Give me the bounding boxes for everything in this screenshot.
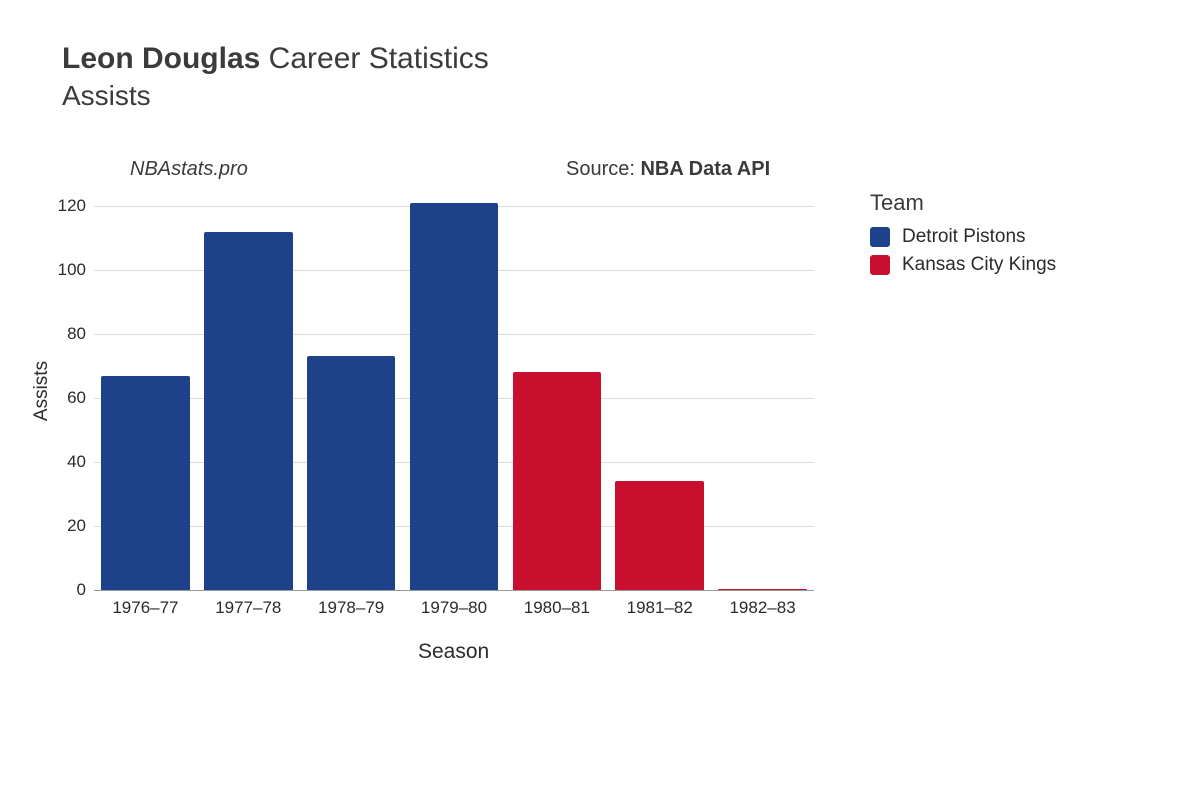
y-tick-label: 20 <box>67 516 94 536</box>
y-tick-label: 40 <box>67 452 94 472</box>
legend: Team Detroit Pistons Kansas City Kings <box>870 190 1056 282</box>
y-tick-label: 60 <box>67 388 94 408</box>
title-line-1: Leon Douglas Career Statistics <box>62 40 489 78</box>
x-tick-label: 1978–79 <box>318 590 384 618</box>
bar <box>410 203 498 590</box>
bar <box>513 372 601 590</box>
y-tick-label: 0 <box>77 580 94 600</box>
legend-swatch <box>870 227 890 247</box>
x-tick-label: 1977–78 <box>215 590 281 618</box>
x-axis-title: Season <box>418 640 489 664</box>
chart-title: Leon Douglas Career Statistics Assists <box>62 40 489 112</box>
source-attribution: Source: NBA Data API <box>566 158 770 181</box>
y-tick-label: 100 <box>58 260 94 280</box>
y-tick-label: 120 <box>58 196 94 216</box>
x-tick-label: 1982–83 <box>729 590 795 618</box>
bar <box>615 481 703 590</box>
x-tick-label: 1979–80 <box>421 590 487 618</box>
plot-area: 0204060801001201976–771977–781978–791979… <box>94 190 814 590</box>
legend-title: Team <box>870 190 1056 216</box>
x-tick-label: 1976–77 <box>112 590 178 618</box>
x-tick-label: 1980–81 <box>524 590 590 618</box>
x-tick-label: 1981–82 <box>627 590 693 618</box>
title-subtitle: Assists <box>62 80 489 112</box>
y-axis-title: Assists <box>31 361 53 421</box>
bar <box>307 356 395 590</box>
source-prefix: Source: <box>566 158 640 180</box>
source-name: NBA Data API <box>640 158 770 180</box>
title-player-name: Leon Douglas <box>62 42 260 75</box>
legend-label: Detroit Pistons <box>902 226 1026 248</box>
legend-item: Detroit Pistons <box>870 226 1056 248</box>
bar <box>204 232 292 590</box>
legend-label: Kansas City Kings <box>902 254 1056 276</box>
y-tick-label: 80 <box>67 324 94 344</box>
title-suffix: Career Statistics <box>260 42 488 75</box>
bar <box>101 376 189 590</box>
watermark-text: NBAstats.pro <box>130 158 248 181</box>
legend-item: Kansas City Kings <box>870 254 1056 276</box>
legend-swatch <box>870 255 890 275</box>
